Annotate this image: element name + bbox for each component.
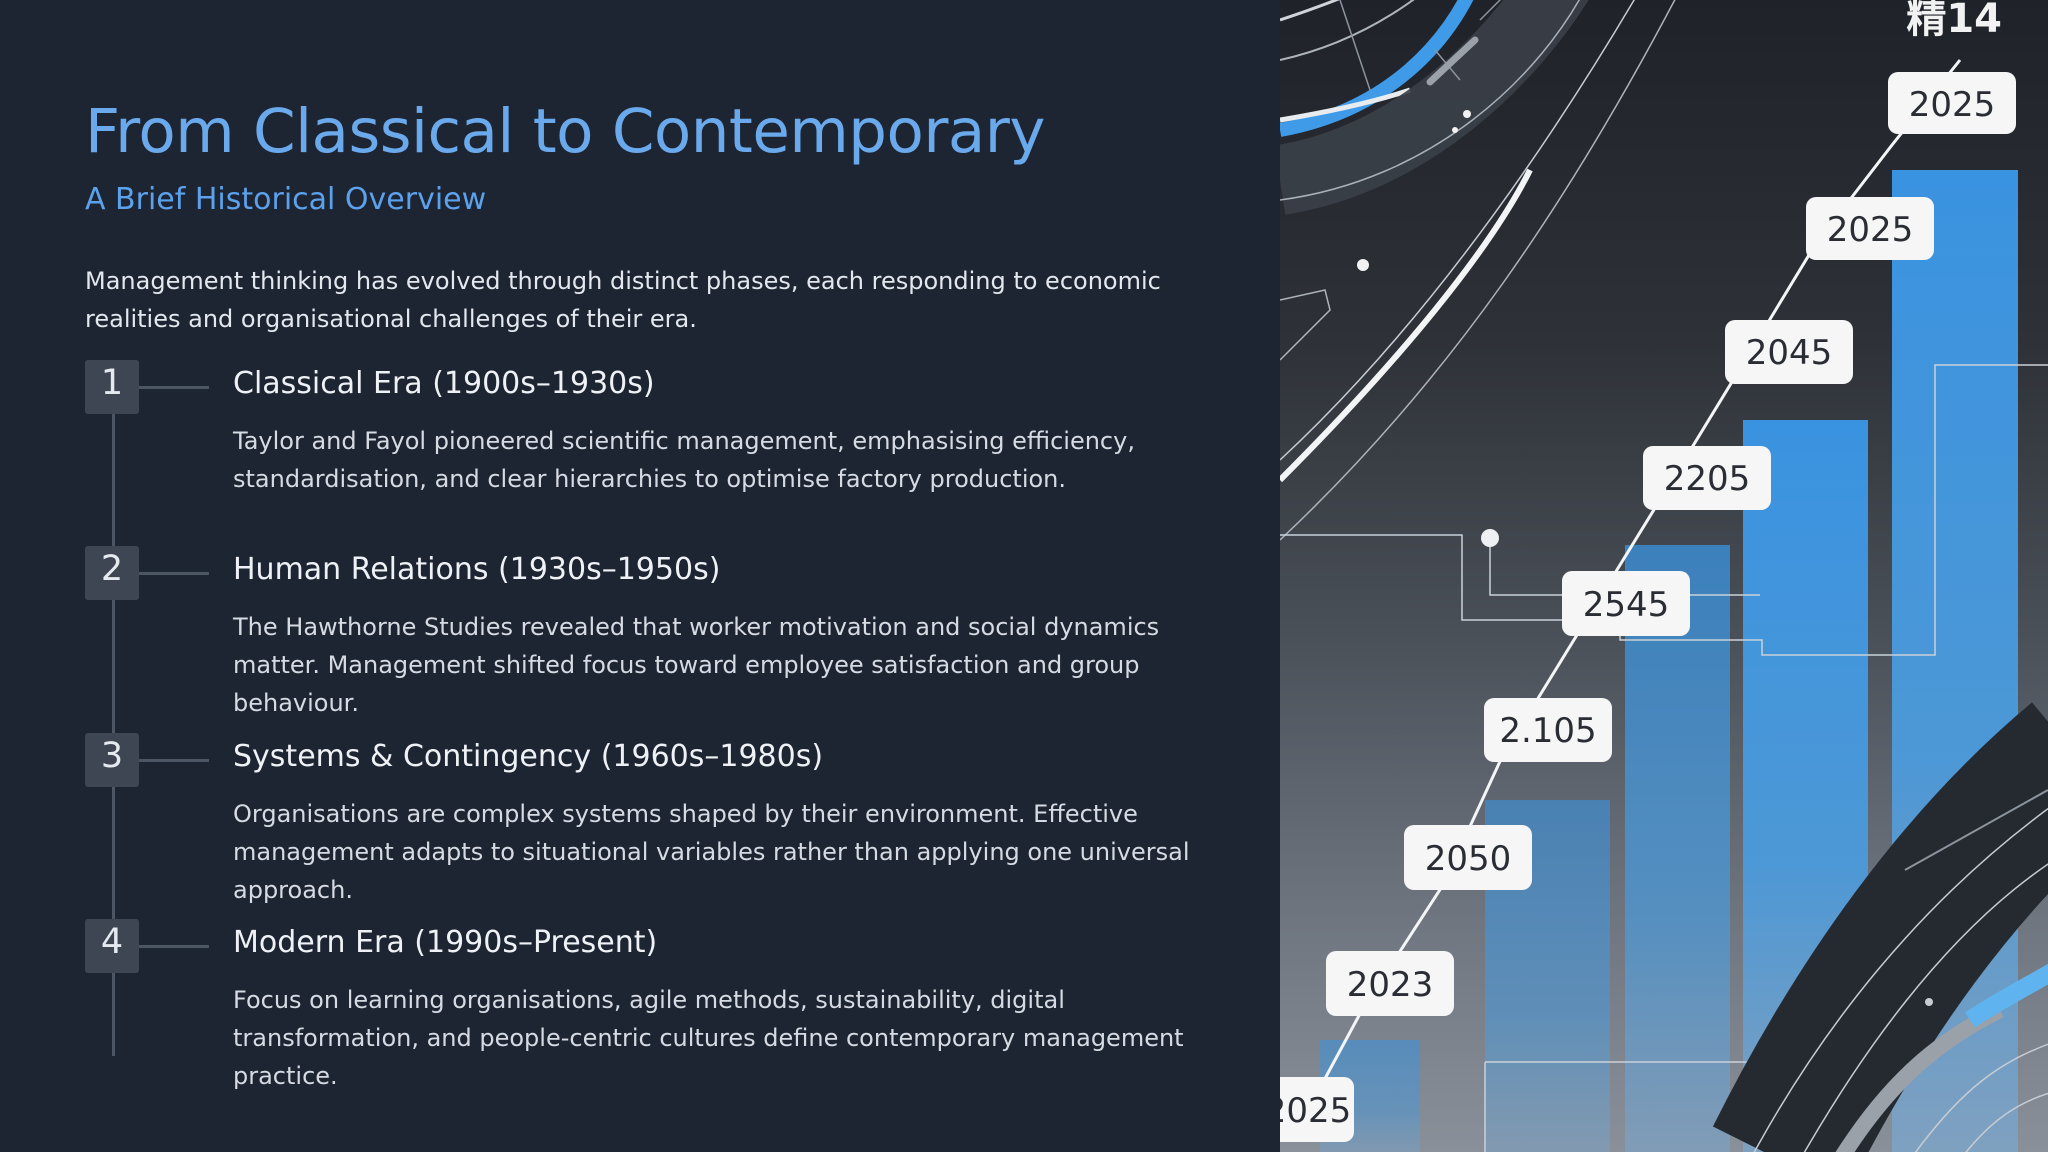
chart-label: 2025: [1827, 210, 1914, 250]
timeline-connector: [139, 572, 209, 575]
growth-illustration: 2025 2025 2045 2205 2545 2.105 2050 2023…: [1280, 0, 2048, 1152]
era-number-badge: 1: [85, 360, 139, 414]
slide-title: From Classical to Contemporary: [85, 96, 1045, 167]
timeline-connector: [139, 945, 209, 948]
chart-label: 2050: [1425, 839, 1512, 879]
era-description: Focus on learning organisations, agile m…: [233, 986, 1184, 1090]
era-description: Organisations are complex systems shaped…: [233, 800, 1190, 904]
era-number-badge: 2: [85, 546, 139, 600]
era-number-badge: 4: [85, 919, 139, 973]
chart-label: 2205: [1664, 459, 1751, 499]
era-title: Modern Era (1990s–Present): [233, 925, 658, 960]
chart-label: 2023: [1347, 965, 1434, 1005]
era-title: Classical Era (1900s–1930s): [233, 366, 655, 401]
chart-label: 2.105: [1499, 711, 1596, 751]
corner-mark: 精14: [1906, 0, 2002, 42]
timeline-connector: [139, 759, 209, 762]
chart-label: 2045: [1746, 333, 1833, 373]
chart-label: 2025: [1280, 1091, 1351, 1131]
slide-subtitle: A Brief Historical Overview: [85, 182, 487, 217]
era-title: Systems & Contingency (1960s–1980s): [233, 739, 824, 774]
era-description: The Hawthorne Studies revealed that work…: [233, 613, 1160, 717]
timeline-connector: [139, 386, 209, 389]
illustration-graphic: 2025 2025 2045 2205 2545 2.105 2050 2023…: [1280, 0, 2048, 1152]
content-panel: From Classical to Contemporary A Brief H…: [85, 96, 1190, 1090]
era-title: Human Relations (1930s–1950s): [233, 552, 721, 587]
chart-label: 2025: [1909, 85, 1996, 125]
era-number-badge: 3: [85, 733, 139, 787]
intro-paragraph: Management thinking has evolved through …: [85, 267, 1161, 333]
chart-label: 2545: [1583, 585, 1670, 625]
era-description: Taylor and Fayol pioneered scientific ma…: [233, 427, 1135, 493]
